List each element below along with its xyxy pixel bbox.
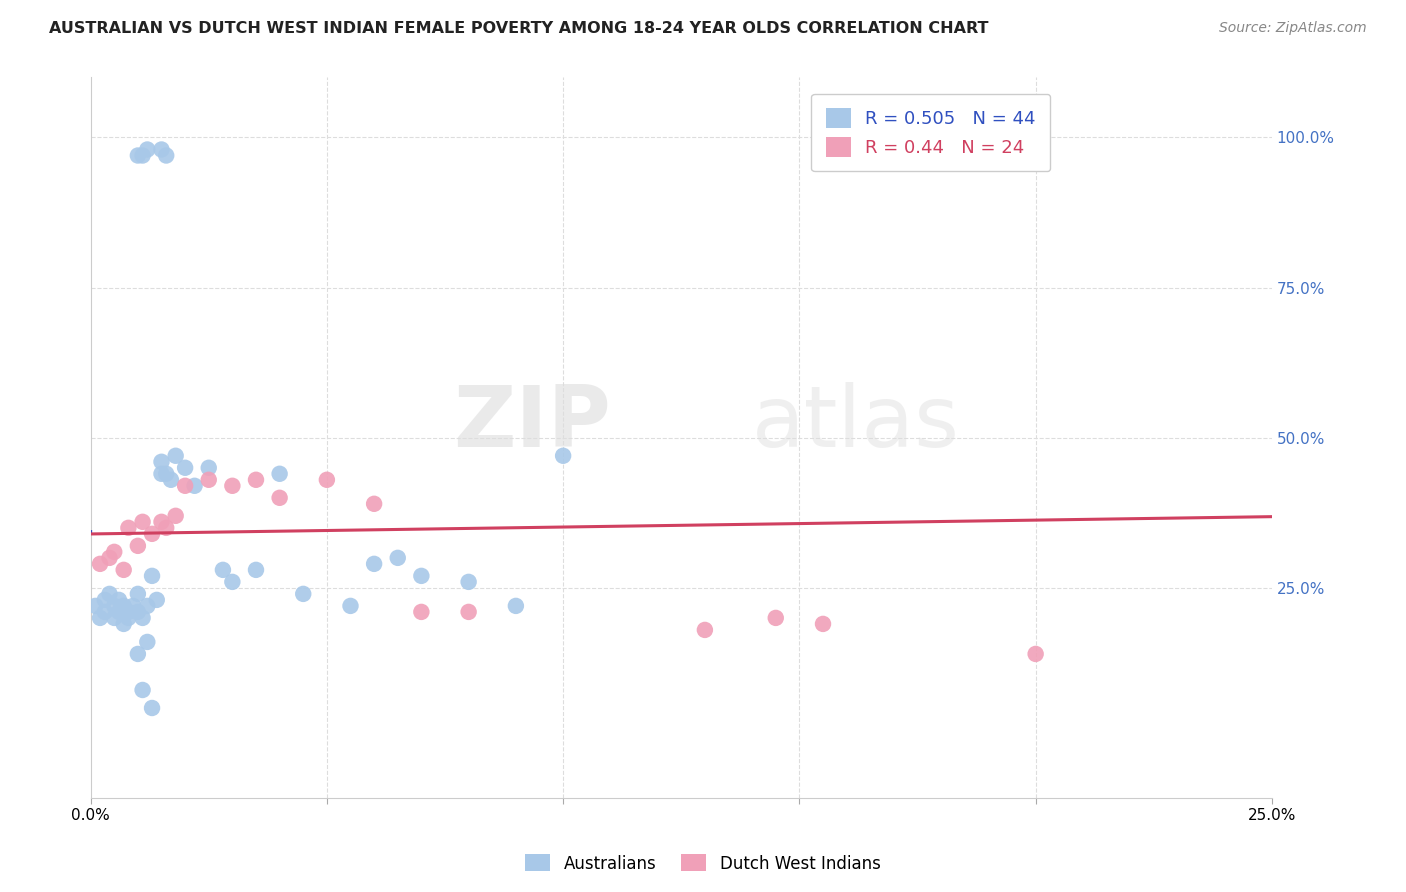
Point [765, 611, 787, 625]
Text: atlas: atlas [752, 382, 960, 465]
Point [553, 449, 575, 463]
Point [150, 455, 173, 469]
Point [197, 473, 219, 487]
Point [221, 479, 243, 493]
Point [1001, 148, 1024, 162]
Point [127, 587, 149, 601]
Point [165, 449, 187, 463]
Point [131, 515, 153, 529]
Point [145, 593, 167, 607]
Point [155, 521, 177, 535]
Point [112, 599, 135, 613]
Point [411, 605, 433, 619]
Point [245, 473, 267, 487]
Point [136, 599, 159, 613]
Point [117, 605, 139, 619]
Point [103, 599, 125, 613]
Point [505, 599, 527, 613]
Point [811, 616, 834, 631]
Point [141, 701, 163, 715]
Point [183, 479, 205, 493]
Point [693, 623, 716, 637]
Point [315, 473, 337, 487]
Point [94, 605, 117, 619]
Point [1025, 647, 1047, 661]
Point [103, 545, 125, 559]
Point [197, 460, 219, 475]
Point [155, 467, 177, 481]
Point [150, 467, 173, 481]
Point [339, 599, 361, 613]
Point [108, 605, 131, 619]
Point [212, 563, 235, 577]
Point [363, 557, 385, 571]
Point [127, 647, 149, 661]
Point [103, 611, 125, 625]
Point [165, 508, 187, 523]
Point [94, 593, 117, 607]
Point [141, 569, 163, 583]
Text: ZIP: ZIP [453, 382, 610, 465]
Point [269, 491, 291, 505]
Point [292, 587, 315, 601]
Point [131, 148, 153, 162]
Point [387, 550, 409, 565]
Text: AUSTRALIAN VS DUTCH WEST INDIAN FEMALE POVERTY AMONG 18-24 YEAR OLDS CORRELATION: AUSTRALIAN VS DUTCH WEST INDIAN FEMALE P… [49, 21, 988, 37]
Point [127, 148, 149, 162]
Point [98, 550, 121, 565]
Point [122, 599, 145, 613]
Point [89, 557, 111, 571]
Point [150, 143, 173, 157]
Text: Source: ZipAtlas.com: Source: ZipAtlas.com [1219, 21, 1367, 36]
Point [127, 539, 149, 553]
Point [136, 143, 159, 157]
Point [141, 526, 163, 541]
Legend: R = 0.505   N = 44, R = 0.44   N = 24: R = 0.505 N = 44, R = 0.44 N = 24 [811, 94, 1050, 171]
Point [117, 521, 139, 535]
Point [112, 616, 135, 631]
Point [108, 593, 131, 607]
Point [174, 460, 197, 475]
Point [127, 605, 149, 619]
Point [160, 473, 183, 487]
Point [411, 569, 433, 583]
Point [221, 574, 243, 589]
Point [363, 497, 385, 511]
Point [457, 574, 479, 589]
Point [136, 635, 159, 649]
Point [269, 467, 291, 481]
Point [89, 611, 111, 625]
Point [174, 479, 197, 493]
Point [84, 599, 107, 613]
Point [112, 563, 135, 577]
Point [457, 605, 479, 619]
Point [98, 587, 121, 601]
Point [131, 611, 153, 625]
Point [150, 515, 173, 529]
Point [155, 148, 177, 162]
Point [117, 611, 139, 625]
Point [245, 563, 267, 577]
Point [131, 683, 153, 698]
Legend: Australians, Dutch West Indians: Australians, Dutch West Indians [519, 847, 887, 880]
